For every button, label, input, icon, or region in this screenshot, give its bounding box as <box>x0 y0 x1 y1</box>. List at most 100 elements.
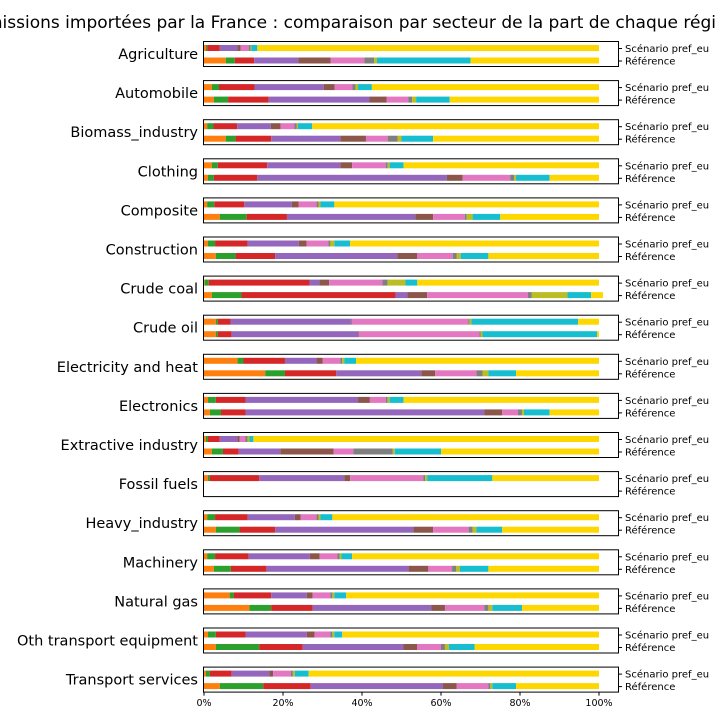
bar-segment <box>472 526 477 533</box>
bar-segment <box>514 174 517 181</box>
bar-segment <box>350 475 424 482</box>
bar-segment <box>248 553 310 560</box>
bar-segment <box>340 162 353 169</box>
bar-segment <box>235 135 272 142</box>
row-label: Scénario pref_eu <box>625 551 709 563</box>
bar-segment <box>294 123 297 130</box>
bar-segment <box>220 409 246 416</box>
bar-segment <box>334 201 599 208</box>
row-label: Scénario pref_eu <box>625 630 709 642</box>
bar-segment <box>316 357 323 364</box>
chart-title: missions importées par la France : compa… <box>0 13 716 33</box>
bar-segment <box>215 240 248 247</box>
row-label: Scénario pref_eu <box>625 669 709 681</box>
bar-segment <box>374 57 378 64</box>
bar-segment <box>416 96 450 103</box>
bar-segment <box>334 592 347 599</box>
bar-segment <box>204 448 212 455</box>
bar-segment <box>397 135 402 142</box>
bar-segment <box>427 292 528 299</box>
bar-segment <box>312 592 331 599</box>
bar-segment <box>387 135 398 142</box>
subplot-frame <box>203 314 619 341</box>
bar-segment <box>405 279 418 286</box>
bar-segment <box>312 604 432 611</box>
bar-segment <box>480 331 483 338</box>
subplot-frame <box>203 197 619 224</box>
subplot-frame <box>203 158 619 185</box>
bar-segment <box>312 123 599 130</box>
bar-segment <box>254 57 299 64</box>
bar-segment <box>484 409 503 416</box>
row-label: Scénario pref_eu <box>625 160 709 172</box>
bar-segment <box>389 396 404 403</box>
bar-segment <box>421 370 436 377</box>
bar-segment <box>352 84 356 91</box>
sector-label: Biomass_industry <box>70 125 198 141</box>
bar-segment <box>330 240 335 247</box>
bar-segment <box>435 370 477 377</box>
row-label: Référence <box>625 525 675 537</box>
sector-label: Composite <box>121 203 198 219</box>
bar-segment <box>208 279 310 286</box>
bar-segment <box>230 318 351 325</box>
subplot-frame <box>203 666 619 693</box>
bar-segment <box>578 318 599 325</box>
bar-segment <box>309 279 320 286</box>
bar-segment <box>254 84 324 91</box>
bar-segment <box>245 436 248 442</box>
bar-segment <box>369 96 387 103</box>
bar-segment <box>215 318 218 325</box>
bar-segment <box>330 57 365 64</box>
bar-segment <box>464 213 467 220</box>
bar-segment <box>225 135 236 142</box>
bar-segment <box>382 279 388 286</box>
bar-segment <box>204 174 208 181</box>
row-label: Référence <box>625 564 675 576</box>
bar-segment <box>502 409 519 416</box>
bar-segment <box>500 213 599 220</box>
bar-segment <box>204 123 208 130</box>
bar-segment <box>204 592 230 599</box>
x-tick-label: 20% <box>272 698 293 709</box>
bar-segment <box>234 57 255 64</box>
bar-segment <box>204 279 205 286</box>
bar-segment <box>444 604 485 611</box>
bar-segment <box>207 475 210 482</box>
bar-segment <box>364 57 375 64</box>
bar-segment <box>332 631 335 638</box>
bar-segment <box>344 475 351 482</box>
bar-segment <box>316 201 319 208</box>
bar-segment <box>217 331 232 338</box>
sector-label: Crude oil <box>133 321 198 337</box>
bar-segment <box>433 526 469 533</box>
bar-segment <box>245 631 307 638</box>
row-label: Référence <box>625 329 675 341</box>
bar-segment <box>300 514 317 521</box>
bar-segment <box>394 448 441 455</box>
bar-segment <box>230 565 267 572</box>
bar-segment <box>207 553 216 560</box>
row-label: Référence <box>625 212 675 224</box>
bar-segment <box>488 604 493 611</box>
row-label: Scénario pref_eu <box>625 434 709 446</box>
bar-segment <box>247 240 299 247</box>
bar-segment <box>204 604 250 611</box>
sector-label: Fossil fuels <box>119 477 198 493</box>
bar-segment <box>280 448 334 455</box>
bar-segment <box>425 475 428 482</box>
bar-segment <box>444 644 449 650</box>
bar-segment <box>237 123 271 130</box>
bar-segment <box>334 84 353 91</box>
subplot-frame <box>203 627 619 654</box>
row-label: Référence <box>625 681 675 693</box>
bar-segment <box>207 45 220 51</box>
bar-segment <box>319 553 338 560</box>
bar-segment <box>408 565 429 572</box>
bar-segment <box>211 448 223 455</box>
